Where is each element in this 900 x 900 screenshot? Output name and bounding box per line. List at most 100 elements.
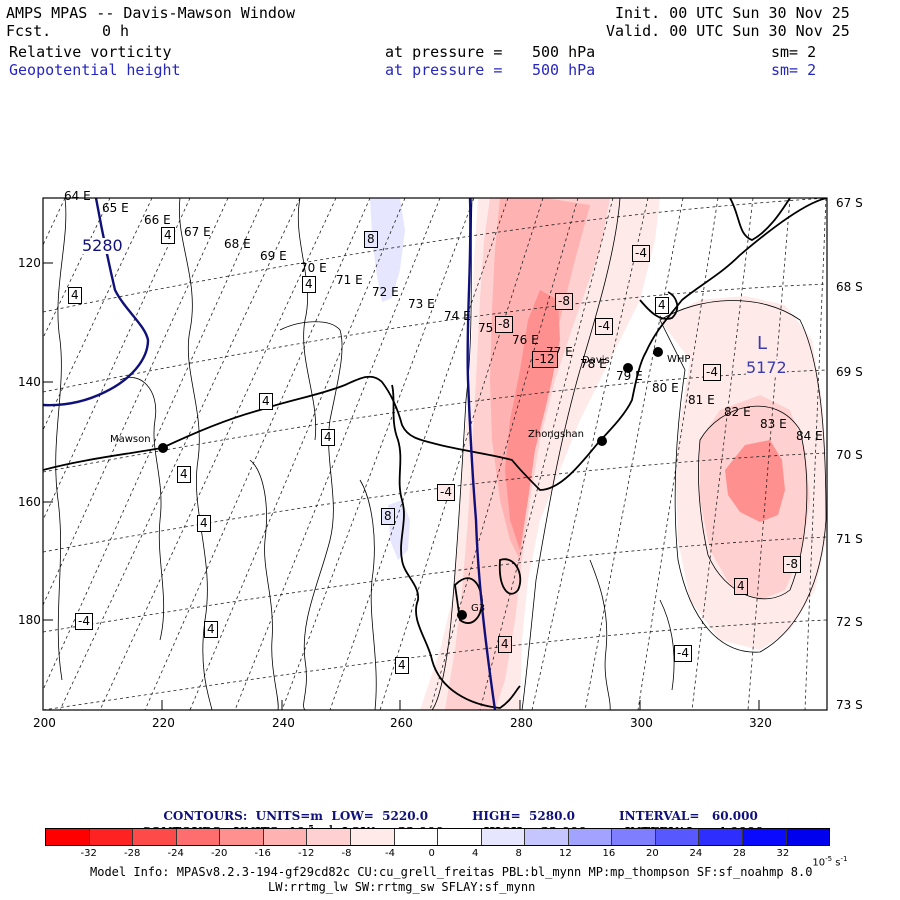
colorbar — [45, 828, 830, 846]
lat-tick-label: 70 S — [836, 448, 863, 462]
grid-x-label: 320 — [749, 716, 772, 730]
contour-label: 4 — [197, 515, 211, 533]
forecast-label: Fcst. — [6, 22, 52, 40]
contour-label: -4 — [674, 645, 692, 663]
contour-label: 4 — [204, 621, 218, 639]
colorbar-tick-label: -24 — [167, 848, 184, 859]
field1-smoothing: sm= 2 — [771, 43, 817, 61]
contour-label: -8 — [783, 556, 801, 574]
colorbar-tick-label: 24 — [689, 848, 703, 859]
lon-tick-label: 79 E — [616, 369, 643, 383]
model-info-line1: Model Info: MPASv8.2.3-194-gf29cd82c CU:… — [90, 865, 813, 879]
colorbar-tick-label: 28 — [733, 848, 746, 859]
colorbar-swatch — [438, 829, 482, 845]
lon-tick-label: 72 E — [372, 285, 399, 299]
colorbar-swatch — [220, 829, 264, 845]
plot-title: AMPS MPAS -- Davis-Mawson Window — [6, 4, 295, 22]
contour-label: -4 — [595, 318, 613, 336]
colorbar-swatch — [89, 829, 134, 845]
colorbar-swatch — [394, 829, 439, 845]
contour-label: 4 — [259, 393, 273, 411]
lat-tick-label: 73 S — [836, 698, 863, 712]
colorbar-swatch — [481, 829, 526, 845]
colorbar-labels: -32 -28 -24 -20 -16 -12 -8 -4 0 4 8 12 16 20 24 28 32 — [45, 848, 828, 862]
colorbar-swatch — [46, 829, 90, 845]
colorbar-tick-label: -20 — [211, 848, 228, 859]
contour-label: -4 — [632, 245, 650, 263]
height-label-5280: 5280 — [82, 236, 123, 255]
field1-pressure-label: at pressure = — [385, 43, 503, 61]
field2-smoothing: sm= 2 — [771, 61, 817, 79]
contour-label: -8 — [555, 293, 573, 311]
colorbar-swatch — [133, 829, 177, 845]
station-marker — [597, 436, 607, 446]
lon-tick-label: 84 E — [796, 429, 823, 443]
field2-name: Geopotential height — [9, 61, 181, 79]
field2-pressure-label: at pressure = — [385, 61, 503, 79]
contours-height-line: CONTOURS: UNITS=m LOW= 5220.0 HIGH= 5280.… — [163, 809, 758, 823]
lat-tick-label: 72 S — [836, 615, 863, 629]
field1-pressure: 500 hPa — [532, 43, 596, 61]
grid-y-label: 140 — [18, 375, 41, 389]
contour-label: 4 — [395, 657, 409, 675]
grid-x-label: 240 — [272, 716, 295, 730]
contour-label: 4 — [161, 227, 175, 245]
forecast-value: 0 h — [102, 22, 130, 40]
station-marker — [623, 363, 633, 373]
lon-tick-label: 80 E — [652, 381, 679, 395]
lon-tick-label: 65 E — [102, 201, 129, 215]
lon-tick-label: 78 E — [580, 357, 607, 371]
grid-x-label: 220 — [152, 716, 175, 730]
colorbar-swatch — [699, 829, 743, 845]
colorbar-swatch — [655, 829, 700, 845]
low-center-letter: L — [757, 333, 768, 354]
grid-x-label: 200 — [33, 716, 56, 730]
vorticity-contours — [55, 198, 827, 710]
colorbar-swatch — [786, 829, 830, 845]
colorbar-swatch — [307, 829, 351, 845]
colorbar-swatch — [612, 829, 656, 845]
contour-label: 8 — [381, 508, 395, 526]
contour-label: -4 — [703, 364, 721, 382]
colorbar-unit: 10-5 s-1 — [812, 855, 848, 869]
contour-label: 4 — [498, 636, 512, 654]
colorbar-tick-label: 8 — [515, 848, 522, 859]
init-time: Init. 00 UTC Sun 30 Nov 25 — [615, 4, 850, 22]
model-info-line2: LW:rrtmg_lw SW:rrtmg_sw SFLAY:sf_mynn — [268, 880, 536, 894]
colorbar-tick-label: -12 — [298, 848, 315, 859]
contour-label: 4 — [302, 276, 316, 294]
station-label-g3: G3 — [471, 603, 486, 614]
station-marker — [653, 347, 663, 357]
colorbar-tick-label: -32 — [80, 848, 97, 859]
contour-label: -12 — [532, 351, 558, 369]
colorbar-tick-label: 12 — [559, 848, 572, 859]
lon-tick-label: 76 E — [512, 333, 539, 347]
geopotential-contours — [43, 198, 497, 710]
lat-tick-label: 69 S — [836, 365, 863, 379]
station-label-zhongshan: Zhongshan — [528, 429, 585, 440]
station-label-whp: WHP — [667, 354, 691, 365]
vorticity-shading — [370, 198, 826, 710]
lon-tick-label: 82 E — [724, 405, 751, 419]
colorbar-tick-label: 32 — [776, 848, 790, 859]
colorbar-tick-label: 0 — [428, 848, 435, 859]
lon-tick-label: 70 E — [300, 261, 327, 275]
lon-tick-label: 64 E — [64, 189, 91, 203]
colorbar-swatch — [350, 829, 395, 845]
lon-tick-label: 68 E — [224, 237, 251, 251]
contour-label: -4 — [75, 613, 93, 631]
colorbar-swatch — [743, 829, 787, 845]
lat-tick-label: 67 S — [836, 196, 863, 210]
contour-label: 4 — [655, 297, 669, 315]
lon-tick-label: 74 E — [444, 309, 471, 323]
colorbar-tick-label: -8 — [341, 848, 352, 859]
contour-label: 8 — [364, 231, 378, 249]
top-axis-labels: 64 E 65 E 66 E 67 E 68 E 69 E 70 E 71 E … — [64, 178, 823, 442]
contour-label: 4 — [177, 466, 191, 484]
grid-x-label: 280 — [510, 716, 533, 730]
colorbar-swatch — [263, 829, 308, 845]
colorbar-tick-label: -28 — [124, 848, 141, 859]
contour-label: -8 — [495, 316, 513, 334]
lon-tick-label: 66 E — [144, 213, 171, 227]
